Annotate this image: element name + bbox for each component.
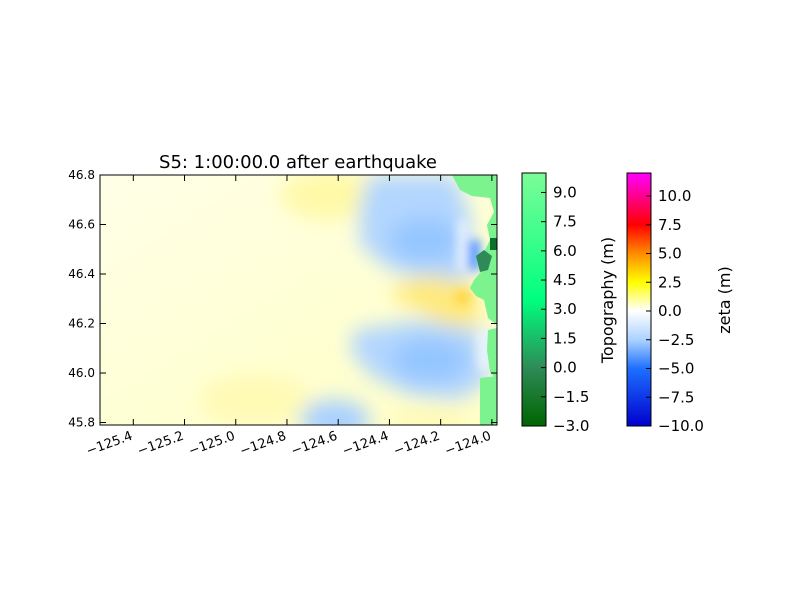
map-panel [100, 175, 497, 425]
colorbar-tick-label: 3.0 [553, 300, 577, 318]
positive-lobe-top [280, 175, 380, 220]
positive-lobe-bottom-left [200, 375, 310, 425]
wave-field [200, 175, 490, 425]
colorbar-tick-label: −7.5 [658, 388, 694, 406]
positive-band [395, 275, 480, 330]
zeta-colorbar-ticks: 10.0 7.5 5.0 2.5 0.0 −2.5 −5.0 −7.5 −10.0 [646, 187, 704, 435]
coastline-land [452, 175, 497, 425]
negative-lobe-bottom [300, 400, 370, 425]
x-tick-label: −125.2 [136, 429, 186, 460]
y-tick-label: 45.8 [68, 416, 95, 430]
x-tick-label: −124.6 [289, 429, 339, 460]
y-tick-label: 46.4 [68, 267, 95, 281]
positive-lobe-bottom-right [390, 408, 470, 425]
y-tick-label: 46.6 [68, 218, 95, 232]
colorbar-tick-label: 0.0 [553, 359, 577, 377]
colorbar-tick-label: 10.0 [658, 187, 691, 205]
colorbar-tick-label: 4.5 [553, 271, 577, 289]
colorbar-tick-label: −1.5 [553, 388, 589, 406]
x-tick-label: −125.4 [84, 429, 134, 460]
zeta-colorbar [626, 172, 652, 427]
land-lowlands [476, 250, 492, 272]
colorbar-tick-label: 7.5 [658, 216, 682, 234]
topography-colorbar-ticks: 9.0 7.5 6.0 4.5 3.0 1.5 0.0 −1.5 −3.0 [541, 183, 589, 435]
negative-lobe-north-core [390, 218, 460, 262]
colorbar-tick-label: 6.0 [553, 242, 577, 260]
chart-title: S5: 1:00:00.0 after earthquake [159, 152, 437, 173]
colorbar-tick-label: 5.0 [658, 245, 682, 263]
land-north [452, 175, 497, 325]
colorbar-tick-label: 9.0 [553, 183, 577, 201]
y-tick-label: 46.2 [68, 317, 95, 331]
y-tick-label: 46.8 [68, 168, 95, 182]
y-axis: 45.8 46.0 46.2 46.4 46.6 46.8 [68, 168, 497, 430]
x-tick-label: −124.4 [340, 429, 390, 460]
colorbar-tick-label: −10.0 [658, 417, 704, 435]
colorbar-tick-label: 0.0 [658, 302, 682, 320]
colorbar-tick-label: 1.5 [553, 329, 577, 347]
negative-lobe-south-core [392, 338, 468, 382]
colorbar-tick-label: −5.0 [658, 360, 694, 378]
colorbar-tick-label: −3.0 [553, 417, 589, 435]
colorbar-tick-label: 7.5 [553, 213, 577, 231]
x-tick-label: −124.2 [392, 429, 442, 460]
x-tick-label: −124.0 [443, 429, 493, 460]
colorbar-tick-label: −2.5 [658, 331, 694, 349]
colorbar-tick-label: 2.5 [658, 273, 682, 291]
y-tick-label: 46.0 [68, 366, 95, 380]
plot-frame [99, 174, 498, 426]
land-mid [487, 328, 497, 380]
topography-colorbar [521, 172, 547, 427]
land-south [480, 376, 497, 425]
land-low-north [490, 238, 497, 250]
zeta-colorbar-label: zeta (m) [715, 266, 734, 333]
x-tick-label: −124.8 [238, 429, 288, 460]
x-tick-label: −125.0 [187, 429, 237, 460]
topography-colorbar-label: Topography (m) [598, 237, 617, 364]
